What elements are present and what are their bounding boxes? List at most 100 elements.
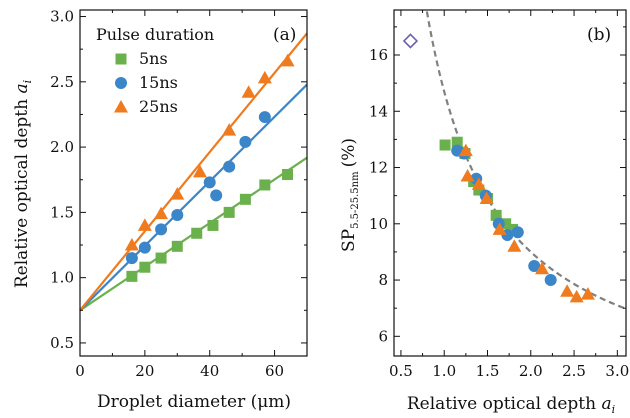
x-tick-label: 3.0 <box>605 362 629 380</box>
data-point-reference <box>402 33 419 49</box>
x-tick-label: 0.5 <box>389 362 413 380</box>
data-point-25ns <box>257 70 272 84</box>
data-point-5ns <box>239 193 251 205</box>
data-point-25ns <box>580 287 595 300</box>
x-tick-label: 2.0 <box>519 362 543 380</box>
data-point-25ns <box>170 187 185 200</box>
panel-b-fit-curve <box>425 11 627 310</box>
data-point-5ns <box>223 206 235 218</box>
panel-b-frame <box>393 9 627 357</box>
data-point-25ns <box>569 289 584 303</box>
legend-title: Pulse duration <box>96 25 214 44</box>
data-point-15ns <box>528 259 541 272</box>
data-point-25ns <box>460 168 475 182</box>
panel-a-y-axis-label-var: a <box>12 83 32 93</box>
legend-label-5ns: 5ns <box>139 49 168 68</box>
fit-line-15ns <box>79 83 308 312</box>
y-tick-label: 3.0 <box>50 8 74 26</box>
panel-a-ticks: 0 20 40 60 0.5 1.0 1.5 2.0 2.5 3.0 <box>50 8 307 380</box>
data-point-15ns <box>203 176 216 189</box>
panel-a-x-axis-label: Droplet diameter (μm) <box>97 392 291 412</box>
panel-a-markers <box>124 53 295 282</box>
data-point-15ns <box>239 135 252 148</box>
data-point-5ns <box>207 219 219 231</box>
y-tick-label: 10 <box>369 215 388 233</box>
data-point-5ns <box>490 209 502 221</box>
y-tick-label: 1.5 <box>50 203 74 221</box>
y-tick-label: 12 <box>369 159 388 177</box>
x-tick-label: 0 <box>75 362 85 380</box>
panel-b-x-axis-label-sub: i <box>612 403 616 416</box>
panel-a-fit-lines <box>79 32 308 312</box>
data-point-5ns <box>155 252 167 264</box>
x-tick-label: 40 <box>200 362 219 380</box>
panel-a-y-axis-label-sub: i <box>21 80 34 84</box>
y-tick-label: 16 <box>369 46 388 64</box>
data-point-15ns <box>155 223 168 236</box>
y-tick-label: 8 <box>378 271 388 289</box>
panel-a-y-axis-label-text: Relative optical depth <box>12 99 32 288</box>
y-tick-label: 14 <box>369 102 388 120</box>
data-point-25ns <box>479 191 494 204</box>
y-tick-label: 6 <box>378 327 388 345</box>
y-tick-label: 1.0 <box>50 269 74 287</box>
x-tick-label: 60 <box>265 362 284 380</box>
fit-line-25ns <box>79 32 308 311</box>
panel-b-y-axis-label-unit: (%) <box>339 138 359 167</box>
x-tick-label: 1.5 <box>476 362 500 380</box>
data-point-5ns <box>282 169 294 181</box>
panel-a-y-axis-label: Relative optical depth ai <box>12 80 34 288</box>
panel-a: 0 20 40 60 0.5 1.0 1.5 2.0 2.5 3.0 (a) Pulse dura… <box>12 8 308 412</box>
panel-b: 0.5 1.0 1.5 2.0 2.5 3.0 6 8 10 12 14 16 (b) Relativ… <box>339 9 629 416</box>
data-point-5ns <box>171 240 183 252</box>
data-point-25ns <box>192 164 207 178</box>
data-point-15ns <box>125 252 138 265</box>
panel-b-ticks: 0.5 1.0 1.5 2.0 2.5 3.0 6 8 10 12 14 16 <box>369 10 629 380</box>
panel-b-x-axis-label: Relative optical depth ai <box>407 394 615 416</box>
data-point-25ns <box>222 123 237 136</box>
data-point-25ns <box>458 143 473 157</box>
data-point-5ns <box>126 270 138 282</box>
data-point-5ns <box>451 136 463 148</box>
data-point-25ns <box>471 177 486 190</box>
data-point-15ns <box>544 274 557 287</box>
data-point-5ns <box>191 227 203 239</box>
panel-b-markers <box>402 33 595 303</box>
legend: Pulse duration 5ns 15ns 25ns <box>96 25 214 116</box>
data-point-5ns <box>139 261 151 273</box>
data-point-5ns <box>473 184 485 196</box>
data-point-15ns <box>223 160 236 173</box>
fit-curve-line <box>425 11 627 310</box>
y-tick-label: 2.0 <box>50 138 74 156</box>
data-point-15ns <box>258 111 271 124</box>
panel-b-x-axis-label-var: a <box>602 394 612 414</box>
data-point-25ns <box>535 261 550 275</box>
panel-b-y-axis-label: SP5.5-25.5nm (%) <box>339 138 361 252</box>
legend-marker-25ns <box>114 100 128 113</box>
data-point-25ns <box>492 222 507 235</box>
data-point-15ns <box>511 226 524 239</box>
data-point-25ns <box>560 284 575 297</box>
data-point-25ns <box>124 238 139 251</box>
x-tick-label: 1.0 <box>432 362 456 380</box>
data-point-5ns <box>439 139 451 151</box>
y-tick-label: 0.5 <box>50 334 74 352</box>
panel-b-y-axis-label-text: SP <box>339 229 359 252</box>
panel-b-label: (b) <box>587 25 611 45</box>
x-tick-label: 2.5 <box>562 362 586 380</box>
data-point-25ns <box>241 85 256 98</box>
y-tick-label: 2.5 <box>50 73 74 91</box>
data-point-15ns <box>171 208 184 221</box>
data-point-15ns <box>210 189 223 202</box>
legend-label-25ns: 25ns <box>139 97 178 116</box>
data-point-25ns <box>280 53 295 67</box>
panel-b-x-axis-label-text: Relative optical depth <box>407 394 596 414</box>
panel-a-label: (a) <box>273 25 296 45</box>
legend-label-15ns: 15ns <box>139 73 178 92</box>
x-tick-label: 20 <box>135 362 154 380</box>
data-point-25ns <box>137 218 152 231</box>
panel-b-y-axis-label-sub: 5.5-25.5nm <box>350 171 361 229</box>
panel-a-frame <box>79 9 308 357</box>
data-point-5ns <box>500 218 512 230</box>
